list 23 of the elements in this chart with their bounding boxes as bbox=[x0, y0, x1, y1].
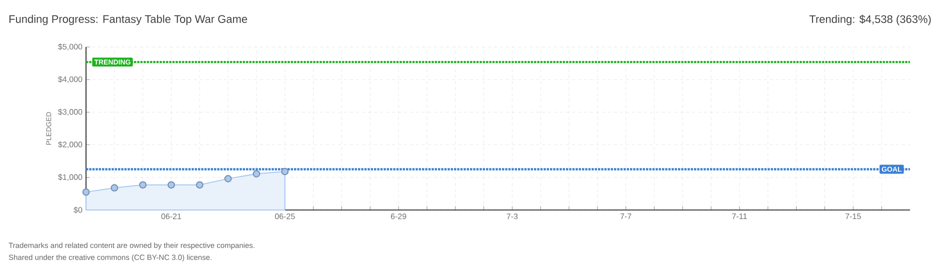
point bbox=[82, 188, 90, 196]
point bbox=[224, 174, 232, 182]
chart-title: Funding Progress: Fantasy Table Top War Game bbox=[9, 14, 248, 26]
x-tick-label: 06-21 bbox=[161, 214, 182, 220]
x-tick-label: 7-15 bbox=[846, 214, 861, 220]
point bbox=[252, 170, 260, 178]
point bbox=[281, 168, 289, 176]
y-tick-label: $1,000 bbox=[58, 174, 82, 181]
x-tick-label: 7-11 bbox=[732, 214, 747, 220]
y-tick-label: $3,000 bbox=[58, 108, 82, 116]
y-tick-label: $5,000 bbox=[58, 44, 82, 50]
point bbox=[139, 181, 147, 189]
y-tick-label: $2,000 bbox=[58, 141, 82, 148]
x-tick-label: 06-25 bbox=[274, 214, 295, 220]
x-tick-label: 6-29 bbox=[390, 214, 406, 220]
y-tick-label: $4,000 bbox=[58, 76, 82, 84]
y-tick-label: $0 bbox=[74, 206, 82, 214]
text: Trending: $4,538 (363%) bbox=[809, 14, 931, 26]
point bbox=[168, 181, 175, 189]
point bbox=[196, 181, 204, 189]
x-tick-label: 7-3 bbox=[506, 214, 518, 220]
x-tick-label: 7-7 bbox=[620, 214, 632, 220]
point bbox=[110, 184, 118, 192]
